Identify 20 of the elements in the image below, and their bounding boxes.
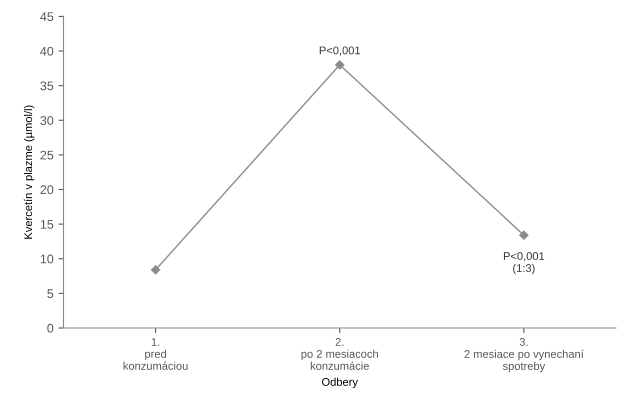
- y-tick-label: 0: [47, 324, 54, 333]
- x-tick-label: 1. pred konzumáciou: [124, 338, 188, 370]
- x-tick-label: 3. 2 mesiace po vynechaní spotreby: [464, 338, 584, 372]
- x-axis-title: Odbery: [322, 378, 358, 388]
- point: [150, 265, 160, 274]
- y-tick-label: 5: [47, 289, 54, 298]
- y-tick-label: 20: [40, 185, 54, 194]
- point: [519, 230, 528, 240]
- y-tick-label: 25: [40, 150, 54, 160]
- y-axis-title: Kvercetín v plazme (µmol/l): [24, 105, 34, 239]
- y-tick-label: 10: [40, 254, 54, 264]
- y-tick-label: 45: [40, 12, 54, 22]
- annotation: P<0,001 (1:3): [504, 252, 544, 274]
- x-tick-label: 2. po 2 mesiacoch konzumácie: [302, 338, 378, 370]
- y-tick-label: 40: [40, 46, 54, 56]
- point: [335, 60, 344, 70]
- y-tick-label: 35: [40, 81, 54, 90]
- y-tick-label: 15: [40, 220, 54, 229]
- annotation: P<0,001: [320, 46, 360, 56]
- y-tick-label: 30: [40, 116, 54, 125]
